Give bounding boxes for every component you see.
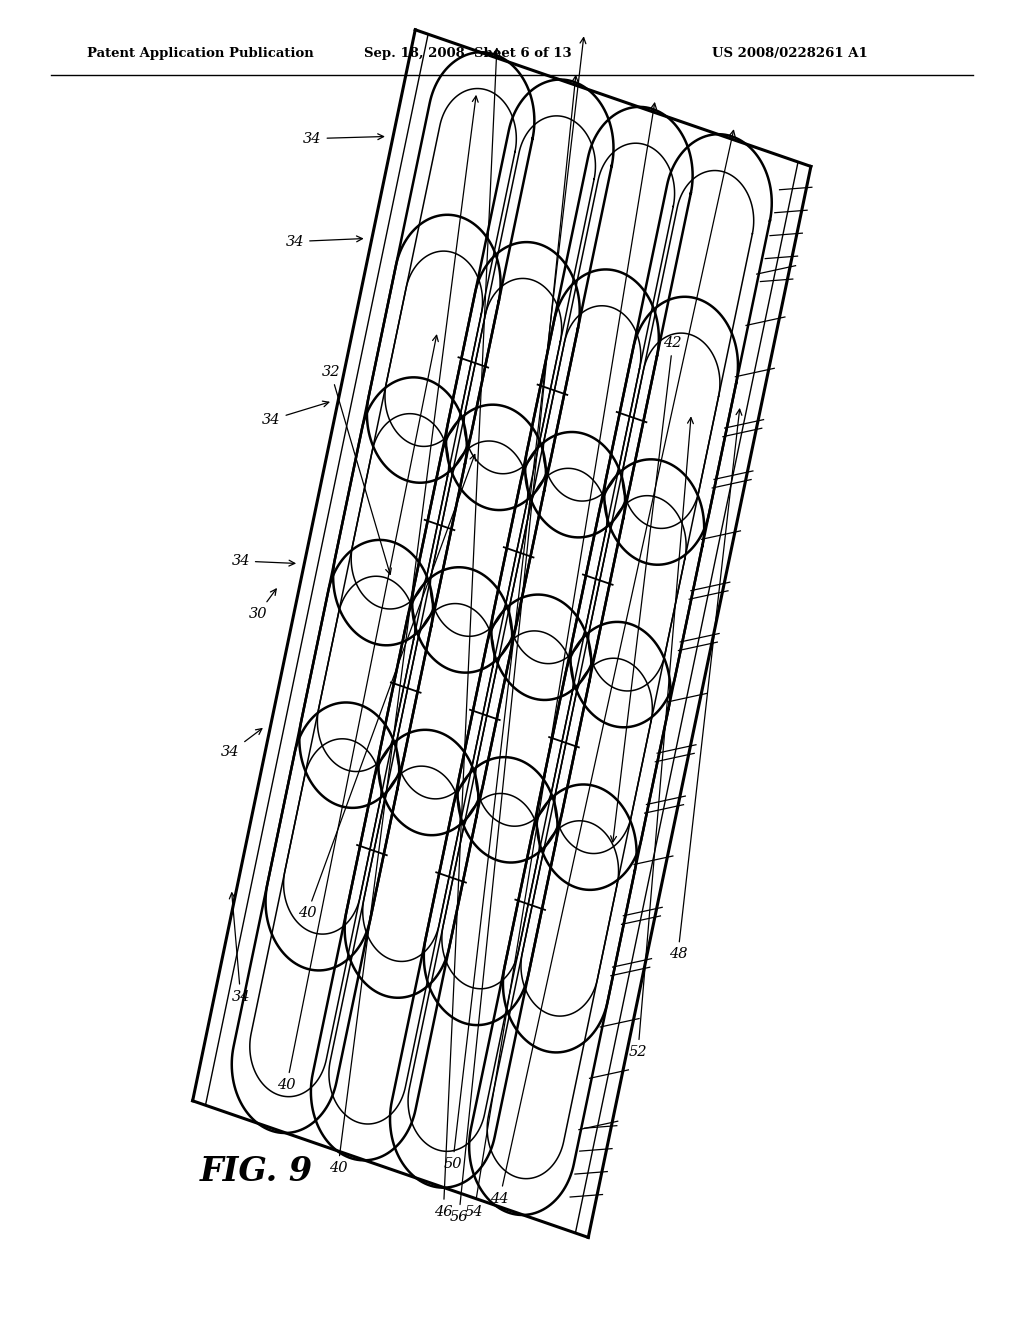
Text: 48: 48	[669, 409, 741, 961]
Text: 56: 56	[450, 75, 578, 1224]
Text: 32: 32	[322, 366, 391, 574]
Text: 34: 34	[231, 554, 295, 568]
Text: 54: 54	[465, 103, 656, 1218]
Text: 30: 30	[249, 589, 276, 620]
Text: 44: 44	[490, 131, 735, 1205]
Text: 40: 40	[298, 454, 475, 920]
Text: FIG. 9: FIG. 9	[200, 1155, 312, 1188]
Text: Patent Application Publication: Patent Application Publication	[87, 46, 313, 59]
Text: US 2008/0228261 A1: US 2008/0228261 A1	[712, 46, 867, 59]
Text: 34: 34	[221, 729, 262, 759]
Text: 40: 40	[329, 96, 478, 1175]
Text: 34: 34	[229, 892, 250, 1003]
Text: 34: 34	[303, 132, 384, 145]
Text: 40: 40	[278, 335, 438, 1092]
Text: 52: 52	[629, 417, 693, 1059]
Text: 46: 46	[434, 49, 500, 1218]
Text: 50: 50	[443, 37, 586, 1171]
Text: 34: 34	[286, 235, 362, 248]
Text: 42: 42	[610, 337, 682, 842]
Text: 34: 34	[262, 401, 329, 426]
Text: Sep. 18, 2008  Sheet 6 of 13: Sep. 18, 2008 Sheet 6 of 13	[364, 46, 571, 59]
